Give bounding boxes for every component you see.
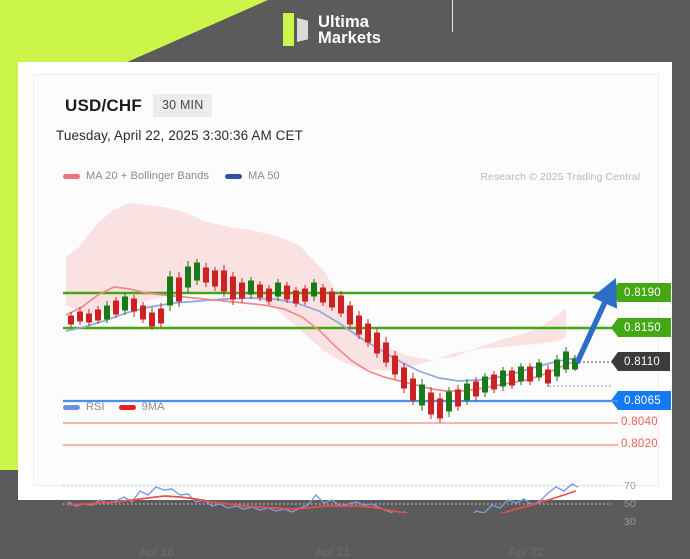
symbol-label: USD/CHF: [65, 95, 142, 115]
ma50-swatch-icon: [225, 173, 243, 179]
rsi-tick-30: 30: [624, 516, 637, 528]
price-badge-resistance-2[interactable]: 0.8150: [611, 318, 671, 337]
ma50-line: [65, 297, 577, 382]
bollinger-band-area: [66, 203, 566, 371]
price-label-support-1: 0.8040: [621, 416, 658, 428]
price-badge-pivot[interactable]: 0.8065: [611, 391, 671, 410]
legend-label-ma50: MA 50: [248, 170, 280, 182]
attribution-label: Research © 2025 Trading Central: [480, 171, 640, 183]
rsi-legend: RSI 9MA: [63, 401, 165, 413]
price-badge-resistance-1[interactable]: 0.8190: [611, 283, 671, 302]
brand-logo: Ultima Markets: [283, 13, 381, 46]
x-tick-1: Apr 21: [315, 547, 351, 559]
brand-name-line2: Markets: [318, 28, 382, 47]
main-legend: MA 20 + Bollinger Bands MA 50: [63, 170, 280, 182]
legend-item-9ma[interactable]: 9MA: [118, 401, 165, 413]
legend-item-ma20[interactable]: MA 20 + Bollinger Bands: [63, 170, 209, 182]
candlestick-series: [68, 259, 578, 423]
ultima-logo-icon: [283, 13, 309, 46]
rsi-tick-70: 70: [624, 480, 637, 492]
legend-label-rsi: RSI: [86, 401, 105, 413]
symbol-row: USD/CHF 30 MIN: [65, 94, 213, 117]
x-tick-0: Apr 18: [139, 547, 175, 559]
rsi-swatch-icon: [63, 404, 80, 410]
legend-item-rsi[interactable]: RSI: [63, 401, 105, 413]
timestamp-label: Tuesday, April 22, 2025 3:30:36 AM CET: [56, 128, 303, 143]
legend-item-ma50[interactable]: MA 50: [225, 170, 280, 182]
ma20-swatch-icon: [63, 173, 80, 179]
timeframe-badge[interactable]: 30 MIN: [152, 94, 213, 117]
ma9-swatch-icon: [118, 404, 136, 410]
price-badge-last[interactable]: 0.8110: [611, 352, 671, 371]
chart-card: USD/CHF 30 MIN Tuesday, April 22, 2025 3…: [18, 62, 672, 559]
legend-label-ma20: MA 20 + Bollinger Bands: [86, 170, 210, 182]
rsi-tick-50: 50: [624, 498, 637, 510]
legend-label-9ma: 9MA: [141, 401, 165, 413]
x-tick-2: Apr 22: [509, 547, 545, 559]
forecast-arrow-icon: [574, 278, 617, 365]
chart-panel: USD/CHF 30 MIN Tuesday, April 22, 2025 3…: [33, 74, 671, 559]
brand-name: Ultima Markets: [318, 12, 382, 47]
brand-name-line1: Ultima: [318, 12, 370, 31]
ma20-line: [65, 286, 580, 392]
price-label-support-2: 0.8020: [621, 438, 658, 450]
